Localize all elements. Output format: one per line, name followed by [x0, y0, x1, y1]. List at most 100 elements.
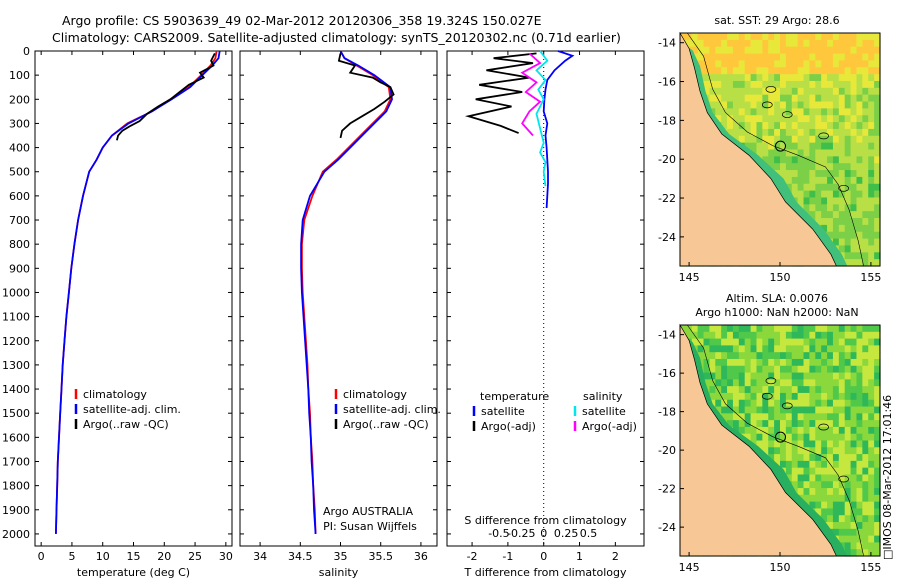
sst-map-ocean-cell — [732, 94, 740, 103]
sst-map-ocean-cell — [750, 101, 758, 109]
sst-map-ocean-cell — [768, 80, 775, 89]
sla-map-ocean-cell — [797, 460, 805, 469]
sla-map-ocean-cell — [868, 542, 875, 550]
sst-map-ocean-cell — [874, 252, 881, 260]
sst-map-ocean-cell — [744, 67, 752, 75]
sla-map-ocean-cell — [844, 426, 852, 435]
sst-map-reef-outline — [781, 111, 793, 118]
sla-map-ocean-cell — [780, 433, 787, 442]
sla-map-ocean-cell — [838, 386, 846, 394]
sst-map-ocean-cell — [827, 33, 834, 41]
sla-map-ocean-cell — [809, 433, 816, 442]
sla-map-ocean-cell — [850, 535, 858, 544]
sla-map-isobath — [687, 324, 864, 557]
sst-map-ocean-cell — [780, 128, 787, 137]
sla-map-ocean-cell — [732, 406, 740, 414]
sst-map-ocean-cell — [856, 142, 863, 151]
sst-map-ocean-cell — [774, 115, 781, 123]
sst-map-ocean-cell — [797, 108, 805, 116]
sla-map-ocean-cell — [832, 494, 840, 503]
sst-map-ocean-cell — [715, 67, 722, 75]
sla-map-ocean-cell — [868, 440, 875, 448]
sla-map-ocean-cell — [774, 325, 781, 333]
salinity-xlabel: salinity — [319, 566, 359, 579]
sst-map-ocean-cell — [750, 135, 758, 144]
difference-xtick-label: 0 — [540, 550, 547, 563]
sst-map-ocean-cell — [856, 74, 863, 82]
sla-map-ocean-cell — [791, 447, 799, 455]
sst-map-ocean-cell — [762, 122, 769, 130]
sla-map-ocean-cell — [785, 325, 793, 333]
sla-map-ocean-cell — [721, 399, 728, 408]
sst-map-ocean-cell — [850, 74, 858, 82]
sst-map-ocean-cell — [832, 74, 840, 82]
sst-map-ocean-cell — [809, 115, 816, 123]
sst-map-ocean-cell — [791, 190, 799, 199]
sla-map-ocean-cell — [856, 399, 863, 408]
sst-map-ocean-cell — [832, 224, 840, 233]
sst-map-ocean-cell — [815, 94, 822, 103]
sla-map-ocean-cell — [844, 365, 852, 374]
sla-map-ocean-cell — [721, 386, 728, 394]
sst-map-ocean-cell — [827, 94, 834, 103]
sst-map-ocean-cell — [803, 108, 811, 116]
sla-map-ocean-cell — [809, 467, 816, 476]
sst-map-ocean-cell — [762, 128, 769, 137]
sst-map-ocean-cell — [738, 87, 746, 96]
sst-map-ocean-cell — [803, 87, 811, 96]
sst-map-ocean-cell — [850, 183, 858, 192]
sst-map-ocean-cell — [703, 53, 711, 62]
sla-map-ocean-cell — [768, 331, 775, 340]
sst-map-ocean-cell — [732, 122, 740, 130]
sla-map-ocean-cell — [844, 386, 852, 394]
sst-map-ocean-cell — [815, 149, 822, 157]
sla-map-ocean-cell — [768, 392, 775, 401]
sst-map-ocean-cell — [803, 122, 811, 130]
sst-map-ocean-cell — [844, 156, 852, 164]
sst-map-ocean-cell — [862, 218, 869, 226]
argo-australia-label: Argo AUSTRALIA — [323, 505, 413, 518]
sla-map-ocean-cell — [815, 392, 822, 401]
sla-map-ocean-cell — [868, 325, 875, 333]
sst-map-ocean-cell — [850, 115, 858, 123]
sla-map-ocean-cell — [785, 386, 793, 394]
sla-map-ocean-cell — [803, 338, 811, 346]
sla-map-ocean-cell — [738, 345, 746, 353]
sla-map-ocean-cell — [721, 392, 728, 401]
sst-map-ocean-cell — [797, 115, 805, 123]
sla-map-ocean-cell — [868, 481, 875, 489]
sla-map-ocean-cell — [832, 426, 840, 435]
sst-map-ocean-cell — [874, 101, 881, 109]
temperature-xtick-label: 30 — [219, 550, 233, 563]
sla-map-ocean-cell — [809, 454, 816, 462]
sla-map-ocean-cell — [709, 325, 716, 333]
sla-map-ocean-cell — [762, 426, 769, 435]
sst-map-ocean-cell — [744, 122, 752, 130]
sst-map-ocean-cell — [791, 135, 799, 144]
sst-map-ocean-cell — [874, 53, 881, 62]
sla-map-ocean-cell — [856, 433, 863, 442]
depth-tick-label: 1100 — [2, 311, 30, 324]
sla-map-ocean-cell — [856, 460, 863, 469]
sla-map-ocean-cell — [815, 460, 822, 469]
sst-map-ocean-cell — [797, 60, 805, 68]
sla-map-ocean-cell — [744, 399, 752, 408]
sst-map-ocean-cell — [797, 190, 805, 199]
sla-map-ocean-cell — [750, 386, 758, 394]
sla-map-ocean-cell — [838, 399, 846, 408]
sla-map-ocean-cell — [738, 338, 746, 346]
sla-map-ocean-cell — [844, 522, 852, 530]
sla-map-ocean-cell — [874, 386, 881, 394]
sla-map-ocean-cell — [832, 338, 840, 346]
temperature-xtick-label: 0 — [38, 550, 45, 563]
sst-map-ocean-cell — [868, 80, 875, 89]
sst-map-ocean-cell — [850, 60, 858, 68]
sst-map-ocean-cell — [844, 33, 852, 41]
sst-map-ocean-cell — [774, 94, 781, 103]
sst-map-ocean-cell — [803, 74, 811, 82]
sst-map-ocean-cell — [838, 190, 846, 199]
sla-map-ocean-cell — [844, 413, 852, 421]
sla-map-ocean-cell — [874, 406, 881, 414]
sst-map-ocean-cell — [721, 122, 728, 130]
sst-map-ocean-cell — [868, 87, 875, 96]
